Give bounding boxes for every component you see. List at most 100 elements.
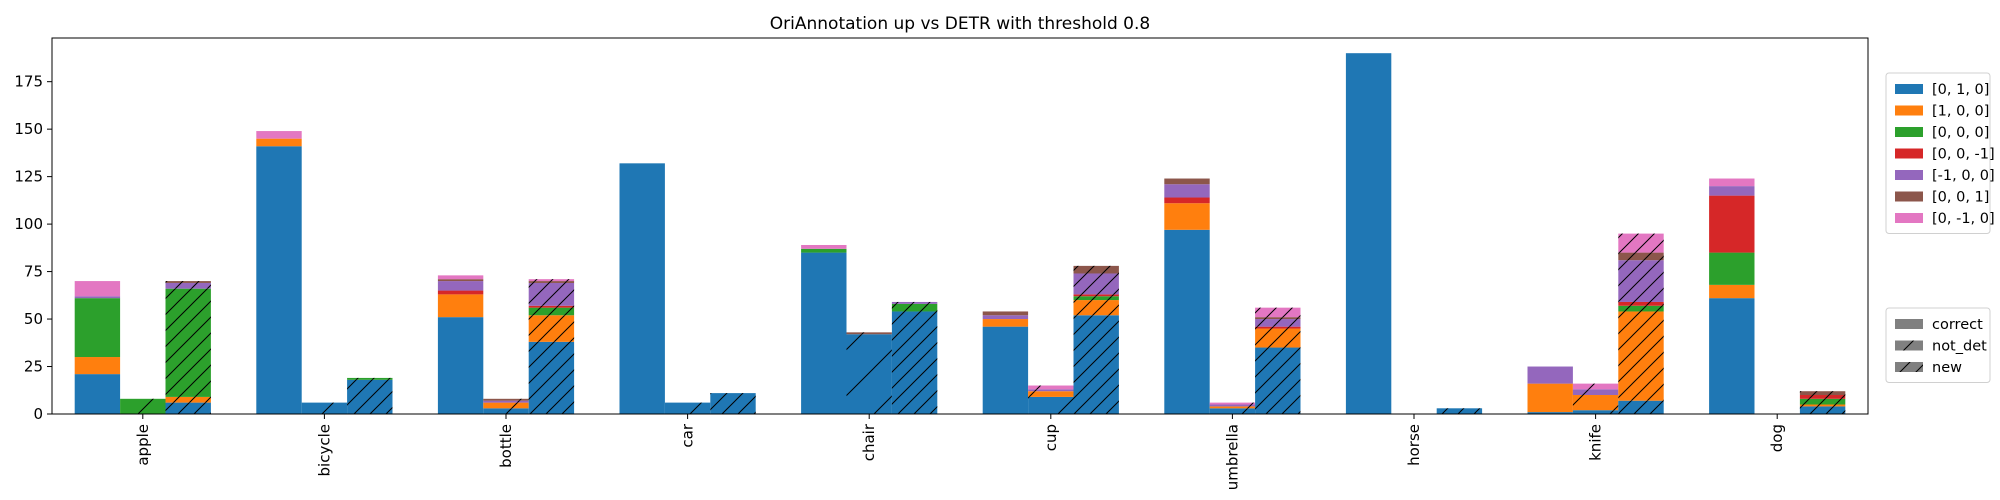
bar-segment-umbrella-correct-1: [1164, 203, 1210, 230]
bar-segment-bottle-correct-0: [437, 317, 484, 414]
bar-segment-cup-correct-5: [982, 311, 1029, 316]
bar-hatch-car-new-0: [710, 393, 756, 414]
x-tick-label-car: car: [679, 423, 697, 447]
bar-segment-apple-correct-1: [74, 357, 121, 375]
bar-hatch-bottle-new-2: [528, 307, 575, 316]
x-tick-label-horse: horse: [1405, 424, 1423, 466]
bar-hatch-bottle-new-4: [528, 282, 575, 306]
bar-hatch-cup-not_det-0: [1028, 396, 1074, 414]
x-tick-label-bottle: bottle: [497, 424, 515, 468]
bar-hatch-knife-new-3: [1618, 301, 1664, 306]
legend-swatch-3: [1895, 148, 1923, 159]
x-tick-label-knife: knife: [1587, 424, 1605, 461]
bar-hatch-cup-not_det-1: [1028, 391, 1074, 397]
bar-hatch-apple-not_det-2: [120, 398, 166, 414]
bar-segment-bottle-correct-5: [437, 279, 484, 282]
bar-hatch-knife-new-4: [1618, 260, 1664, 302]
plot-area: 0 25 50 75 100 125 150 175 apple bicycle bottle car…: [14, 37, 1869, 490]
bar-hatch-dog-new-3: [1799, 395, 1846, 399]
bar-segment-cup-correct-0: [982, 326, 1029, 414]
legend-group-label-0: correct: [1932, 317, 1983, 333]
bar-hatch-knife-not_det-6: [1572, 383, 1619, 390]
bar-hatch-umbrella-not_det-1: [1209, 406, 1256, 409]
bar-hatch-knife-not_det-1: [1572, 395, 1619, 411]
bar-hatch-apple-new-1: [165, 396, 211, 403]
bar-hatch-bottle-new-5: [528, 281, 575, 283]
bar-segment-apple-correct-0: [74, 374, 121, 414]
y-tick-label: 50: [24, 310, 43, 328]
bar-hatch-knife-new-2: [1618, 305, 1664, 312]
y-tick-label: 125: [14, 168, 43, 186]
legend-swatch-1: [1895, 105, 1923, 116]
bar-segment-bicycle-correct-0: [256, 146, 302, 415]
bar-hatch-dog-new-0: [1799, 406, 1846, 414]
bar-segment-knife-correct-1: [1527, 383, 1573, 413]
bar-hatch-knife-not_det-4: [1572, 389, 1619, 396]
bar-hatch-cup-new-0: [1073, 315, 1119, 414]
x-tick-label-dog: dog: [1768, 424, 1786, 452]
bar-segment-chair-correct-6: [801, 244, 847, 249]
bar-hatch-umbrella-new-1: [1255, 328, 1301, 348]
bar-hatch-apple-new-2: [165, 288, 211, 397]
bar-hatch-umbrella-new-4: [1255, 319, 1301, 327]
bar-segment-bottle-correct-4: [437, 281, 484, 291]
bar-segment-dog-correct-0: [1709, 298, 1755, 414]
bar-hatch-chair-new-0: [891, 311, 938, 414]
bar-segment-car-correct-0: [619, 163, 665, 414]
bar-hatch-apple-new-0: [165, 402, 211, 414]
bar-segment-cup-correct-1: [982, 319, 1029, 327]
bar-segment-umbrella-correct-5: [1164, 178, 1210, 185]
bar-hatch-bottle-not_det-4: [483, 400, 529, 403]
legend-group-swatch-0: [1895, 319, 1923, 329]
bar-segment-apple-correct-2: [74, 298, 121, 358]
bar-segment-apple-correct-6: [74, 281, 121, 297]
bar-segment-chair-correct-0: [801, 252, 847, 414]
bar-hatch-umbrella-not_det-4: [1209, 404, 1256, 407]
bar-segment-chair-correct-2: [801, 248, 847, 253]
bar-segment-bottle-correct-6: [437, 275, 484, 280]
bar-hatch-umbrella-not_det-6: [1209, 402, 1256, 405]
legend-swatch-6: [1895, 213, 1923, 223]
bar-hatch-car-not_det-0: [664, 402, 711, 414]
bar-hatch-cup-new-5: [1073, 265, 1119, 274]
bar-hatch-knife-new-6: [1618, 233, 1664, 253]
bar-segment-horse-correct-0: [1345, 53, 1392, 414]
y-tick-label: 150: [14, 120, 43, 138]
bar-hatch-bottle-new-1: [528, 315, 575, 342]
bar-hatch-chair-new-4: [891, 301, 938, 304]
legend-label-2: [0, 0, 0]: [1932, 125, 1989, 141]
bar-hatch-bottle-not_det-1: [483, 402, 529, 409]
bar-segment-dog-correct-3: [1709, 195, 1755, 253]
bar-hatch-bottle-not_det-0: [483, 408, 529, 414]
bar-hatch-cup-not_det-6: [1028, 385, 1074, 390]
legend-swatch-2: [1895, 127, 1923, 137]
bar-segment-dog-correct-4: [1709, 186, 1755, 196]
bar-hatch-dog-new-5: [1799, 391, 1846, 396]
bar-segment-bicycle-correct-6: [256, 131, 302, 139]
bar-segment-umbrella-correct-4: [1164, 184, 1210, 198]
x-tick-label-bicycle: bicycle: [315, 424, 333, 476]
bar-segment-dog-correct-2: [1709, 252, 1755, 285]
bar-hatch-knife-new-0: [1618, 400, 1664, 414]
bar-segment-apple-correct-4: [74, 296, 121, 299]
bar-segment-knife-correct-0: [1527, 412, 1573, 414]
y-tick-label: 175: [14, 73, 43, 91]
bar-segment-cup-correct-4: [982, 315, 1029, 320]
bar-segment-bottle-correct-3: [437, 290, 484, 295]
bar-hatch-cup-new-2: [1073, 296, 1119, 301]
x-tick-label-cup: cup: [1042, 424, 1060, 451]
bar-segment-umbrella-correct-0: [1164, 229, 1210, 414]
bar-hatch-cup-new-4: [1073, 273, 1119, 295]
bar-hatch-cup-new-3: [1073, 294, 1119, 297]
legend-swatch-5: [1895, 191, 1923, 202]
bar-hatch-umbrella-not_det-0: [1209, 408, 1256, 414]
bar-segment-knife-correct-4: [1527, 366, 1573, 384]
legend-swatch-0: [1895, 84, 1923, 94]
bar-hatch-knife-new-5: [1618, 252, 1664, 261]
bar-hatch-umbrella-new-3: [1255, 326, 1301, 329]
bar-hatch-chair-not_det-0: [846, 334, 892, 414]
bar-hatch-cup-not_det-4: [1028, 389, 1074, 392]
legend-label-5: [0, 0, 1]: [1932, 190, 1989, 206]
x-tick-label-umbrella: umbrella: [1223, 424, 1241, 490]
